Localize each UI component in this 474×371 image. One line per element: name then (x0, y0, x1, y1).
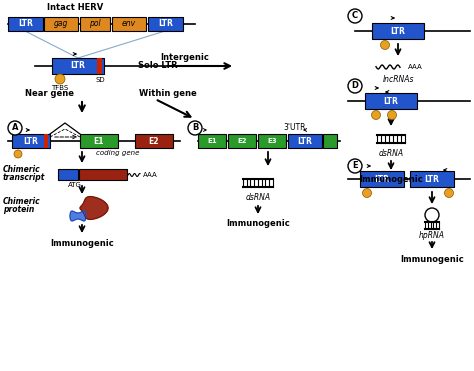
Bar (410, 171, 454, 187)
Bar (52, 58, 104, 74)
Circle shape (363, 188, 372, 197)
Bar (288, 134, 322, 148)
Text: Intergenic: Intergenic (161, 53, 210, 62)
Circle shape (381, 40, 390, 49)
Polygon shape (70, 211, 86, 221)
Bar (80, 134, 118, 148)
Bar (44, 17, 78, 31)
Circle shape (348, 159, 362, 173)
Text: LTR: LTR (158, 20, 173, 29)
Text: hpRNA: hpRNA (419, 230, 445, 240)
Circle shape (372, 111, 381, 119)
Bar (365, 93, 417, 109)
Text: E1: E1 (207, 138, 217, 144)
Circle shape (348, 9, 362, 23)
Bar (258, 134, 286, 148)
Text: pol: pol (89, 20, 101, 29)
Text: E1: E1 (94, 137, 104, 145)
Text: D: D (352, 82, 358, 91)
Text: dsRNA: dsRNA (378, 148, 403, 158)
Text: gag: gag (54, 20, 68, 29)
Circle shape (188, 121, 202, 135)
Bar (8, 17, 43, 31)
Text: LTR: LTR (383, 96, 399, 105)
Bar (44, 134, 48, 148)
Circle shape (425, 208, 439, 222)
Bar (372, 23, 424, 39)
Text: A: A (12, 124, 18, 132)
Text: env: env (122, 20, 136, 29)
Text: C: C (352, 12, 358, 20)
Text: LTR: LTR (391, 26, 405, 36)
Bar (97, 58, 102, 74)
Text: SD: SD (95, 77, 105, 83)
Text: Within gene: Within gene (139, 89, 197, 98)
Text: coding gene: coding gene (96, 150, 140, 156)
Text: E2: E2 (237, 138, 247, 144)
Text: transcript: transcript (3, 174, 46, 183)
Text: LTR: LTR (298, 137, 312, 145)
Circle shape (388, 111, 396, 119)
Text: 3'UTR: 3'UTR (284, 122, 306, 131)
Text: Immunogenic: Immunogenic (400, 255, 464, 263)
Bar (323, 134, 337, 148)
Text: Immunogenic: Immunogenic (359, 175, 423, 184)
Circle shape (8, 121, 22, 135)
Text: AAA: AAA (408, 64, 422, 70)
Text: Chimeric: Chimeric (3, 165, 41, 174)
Bar (12, 134, 50, 148)
Circle shape (14, 150, 22, 158)
Text: Immunogenic: Immunogenic (50, 240, 114, 249)
Polygon shape (80, 197, 108, 219)
Text: Chimeric: Chimeric (3, 197, 41, 206)
Bar (198, 134, 226, 148)
Text: B: B (192, 124, 198, 132)
Text: LTR: LTR (374, 174, 390, 184)
Bar (79, 169, 127, 180)
Bar (112, 17, 146, 31)
Bar (148, 17, 183, 31)
Text: TFBS: TFBS (51, 85, 69, 91)
Text: Near gene: Near gene (26, 89, 74, 98)
Text: protein: protein (3, 204, 34, 213)
Text: LTR: LTR (71, 62, 85, 70)
Text: E: E (352, 161, 358, 171)
Bar (58, 169, 78, 180)
Circle shape (445, 188, 454, 197)
Text: ATG: ATG (68, 182, 82, 188)
Text: LTR: LTR (18, 20, 33, 29)
Text: AAA: AAA (143, 172, 157, 178)
Text: lncRNAs: lncRNAs (382, 75, 414, 83)
Text: Immunogenic: Immunogenic (226, 220, 290, 229)
Text: LTR: LTR (24, 137, 38, 145)
Text: Solo LTR: Solo LTR (138, 62, 178, 70)
Text: E2: E2 (149, 137, 159, 145)
Bar (135, 134, 173, 148)
Circle shape (55, 74, 65, 84)
Text: LTR: LTR (425, 174, 439, 184)
Text: E3: E3 (267, 138, 277, 144)
Bar (360, 171, 404, 187)
Bar (80, 17, 110, 31)
Bar (228, 134, 256, 148)
Text: Intact HERV: Intact HERV (47, 3, 103, 13)
Circle shape (348, 79, 362, 93)
Text: dsRNA: dsRNA (246, 193, 271, 201)
